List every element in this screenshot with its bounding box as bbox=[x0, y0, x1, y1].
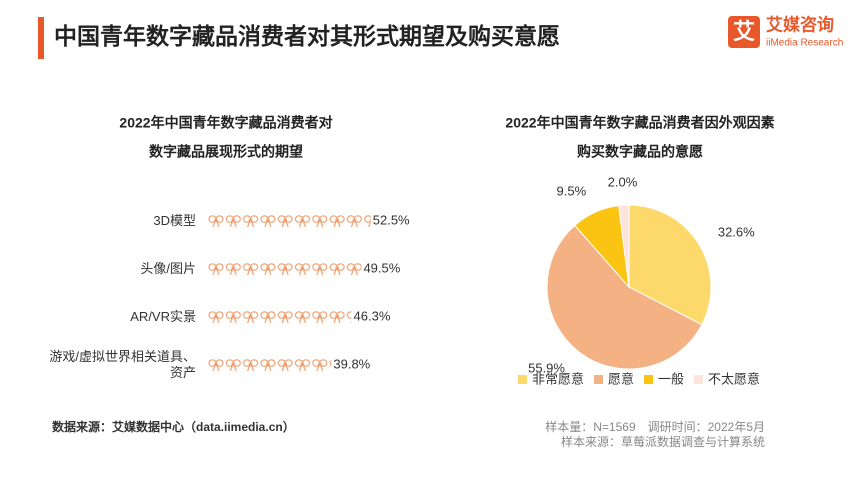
chart-title: 购买数字藏品的意愿 bbox=[577, 144, 703, 160]
pie-slice bbox=[618, 204, 630, 288]
value-label: 2.0% bbox=[608, 175, 638, 190]
pictogram-bar bbox=[208, 310, 352, 324]
value-label: 32.6% bbox=[718, 224, 755, 239]
legend-label: 愿意 bbox=[608, 371, 634, 386]
pie-slice bbox=[628, 204, 712, 326]
chart-title: 数字藏品展现形式的期望 bbox=[149, 144, 303, 160]
logo-sub: iiMedia Research bbox=[766, 38, 843, 49]
pictogram-bar bbox=[208, 358, 332, 372]
logo-name: 艾媒咨询 bbox=[766, 14, 834, 34]
value-label: 9.5% bbox=[557, 184, 587, 199]
category-label: AR/VR实景 bbox=[130, 309, 196, 324]
header-bar bbox=[38, 17, 44, 59]
pictogram-bar bbox=[208, 214, 371, 228]
legend-swatch bbox=[644, 375, 654, 384]
legend-label: 不太愿意 bbox=[708, 371, 760, 386]
category-label: 游戏/虚拟世界相关道具、资产 bbox=[49, 349, 196, 380]
sample-note: 样本量：N=1569 调研时间：2022年5月 bbox=[545, 419, 765, 434]
sample-source-note: 样本来源：草莓派数据调查与计算系统 bbox=[561, 434, 765, 449]
chart-title: 2022年中国青年数字藏品消费者对 bbox=[119, 115, 332, 131]
logo-box bbox=[728, 16, 760, 48]
category-label: 3D模型 bbox=[153, 213, 196, 228]
logo-mark: 艾 bbox=[733, 19, 755, 44]
legend-swatch bbox=[694, 375, 704, 384]
page-title: 中国青年数字藏品消费者对其形式期望及购买意愿 bbox=[54, 23, 560, 49]
legend-label: 非常愿意 bbox=[532, 371, 584, 386]
value-label: 52.5% bbox=[373, 212, 410, 227]
legend-swatch bbox=[518, 375, 527, 384]
source-note: 数据来源：艾媒数据中心（data.iimedia.cn） bbox=[52, 419, 295, 434]
value-label: 39.8% bbox=[333, 356, 370, 371]
value-label: 49.5% bbox=[363, 260, 400, 275]
legend-label: 一般 bbox=[658, 371, 684, 386]
value-label: 46.3% bbox=[354, 308, 391, 323]
legend-swatch bbox=[594, 375, 604, 384]
chart-title: 2022年中国青年数字藏品消费者因外观因素 bbox=[505, 115, 774, 131]
value-label: 55.9% bbox=[528, 360, 565, 375]
pie-slice bbox=[546, 224, 703, 370]
pictogram-bar bbox=[208, 262, 362, 276]
category-label: 头像/图片 bbox=[140, 261, 196, 276]
